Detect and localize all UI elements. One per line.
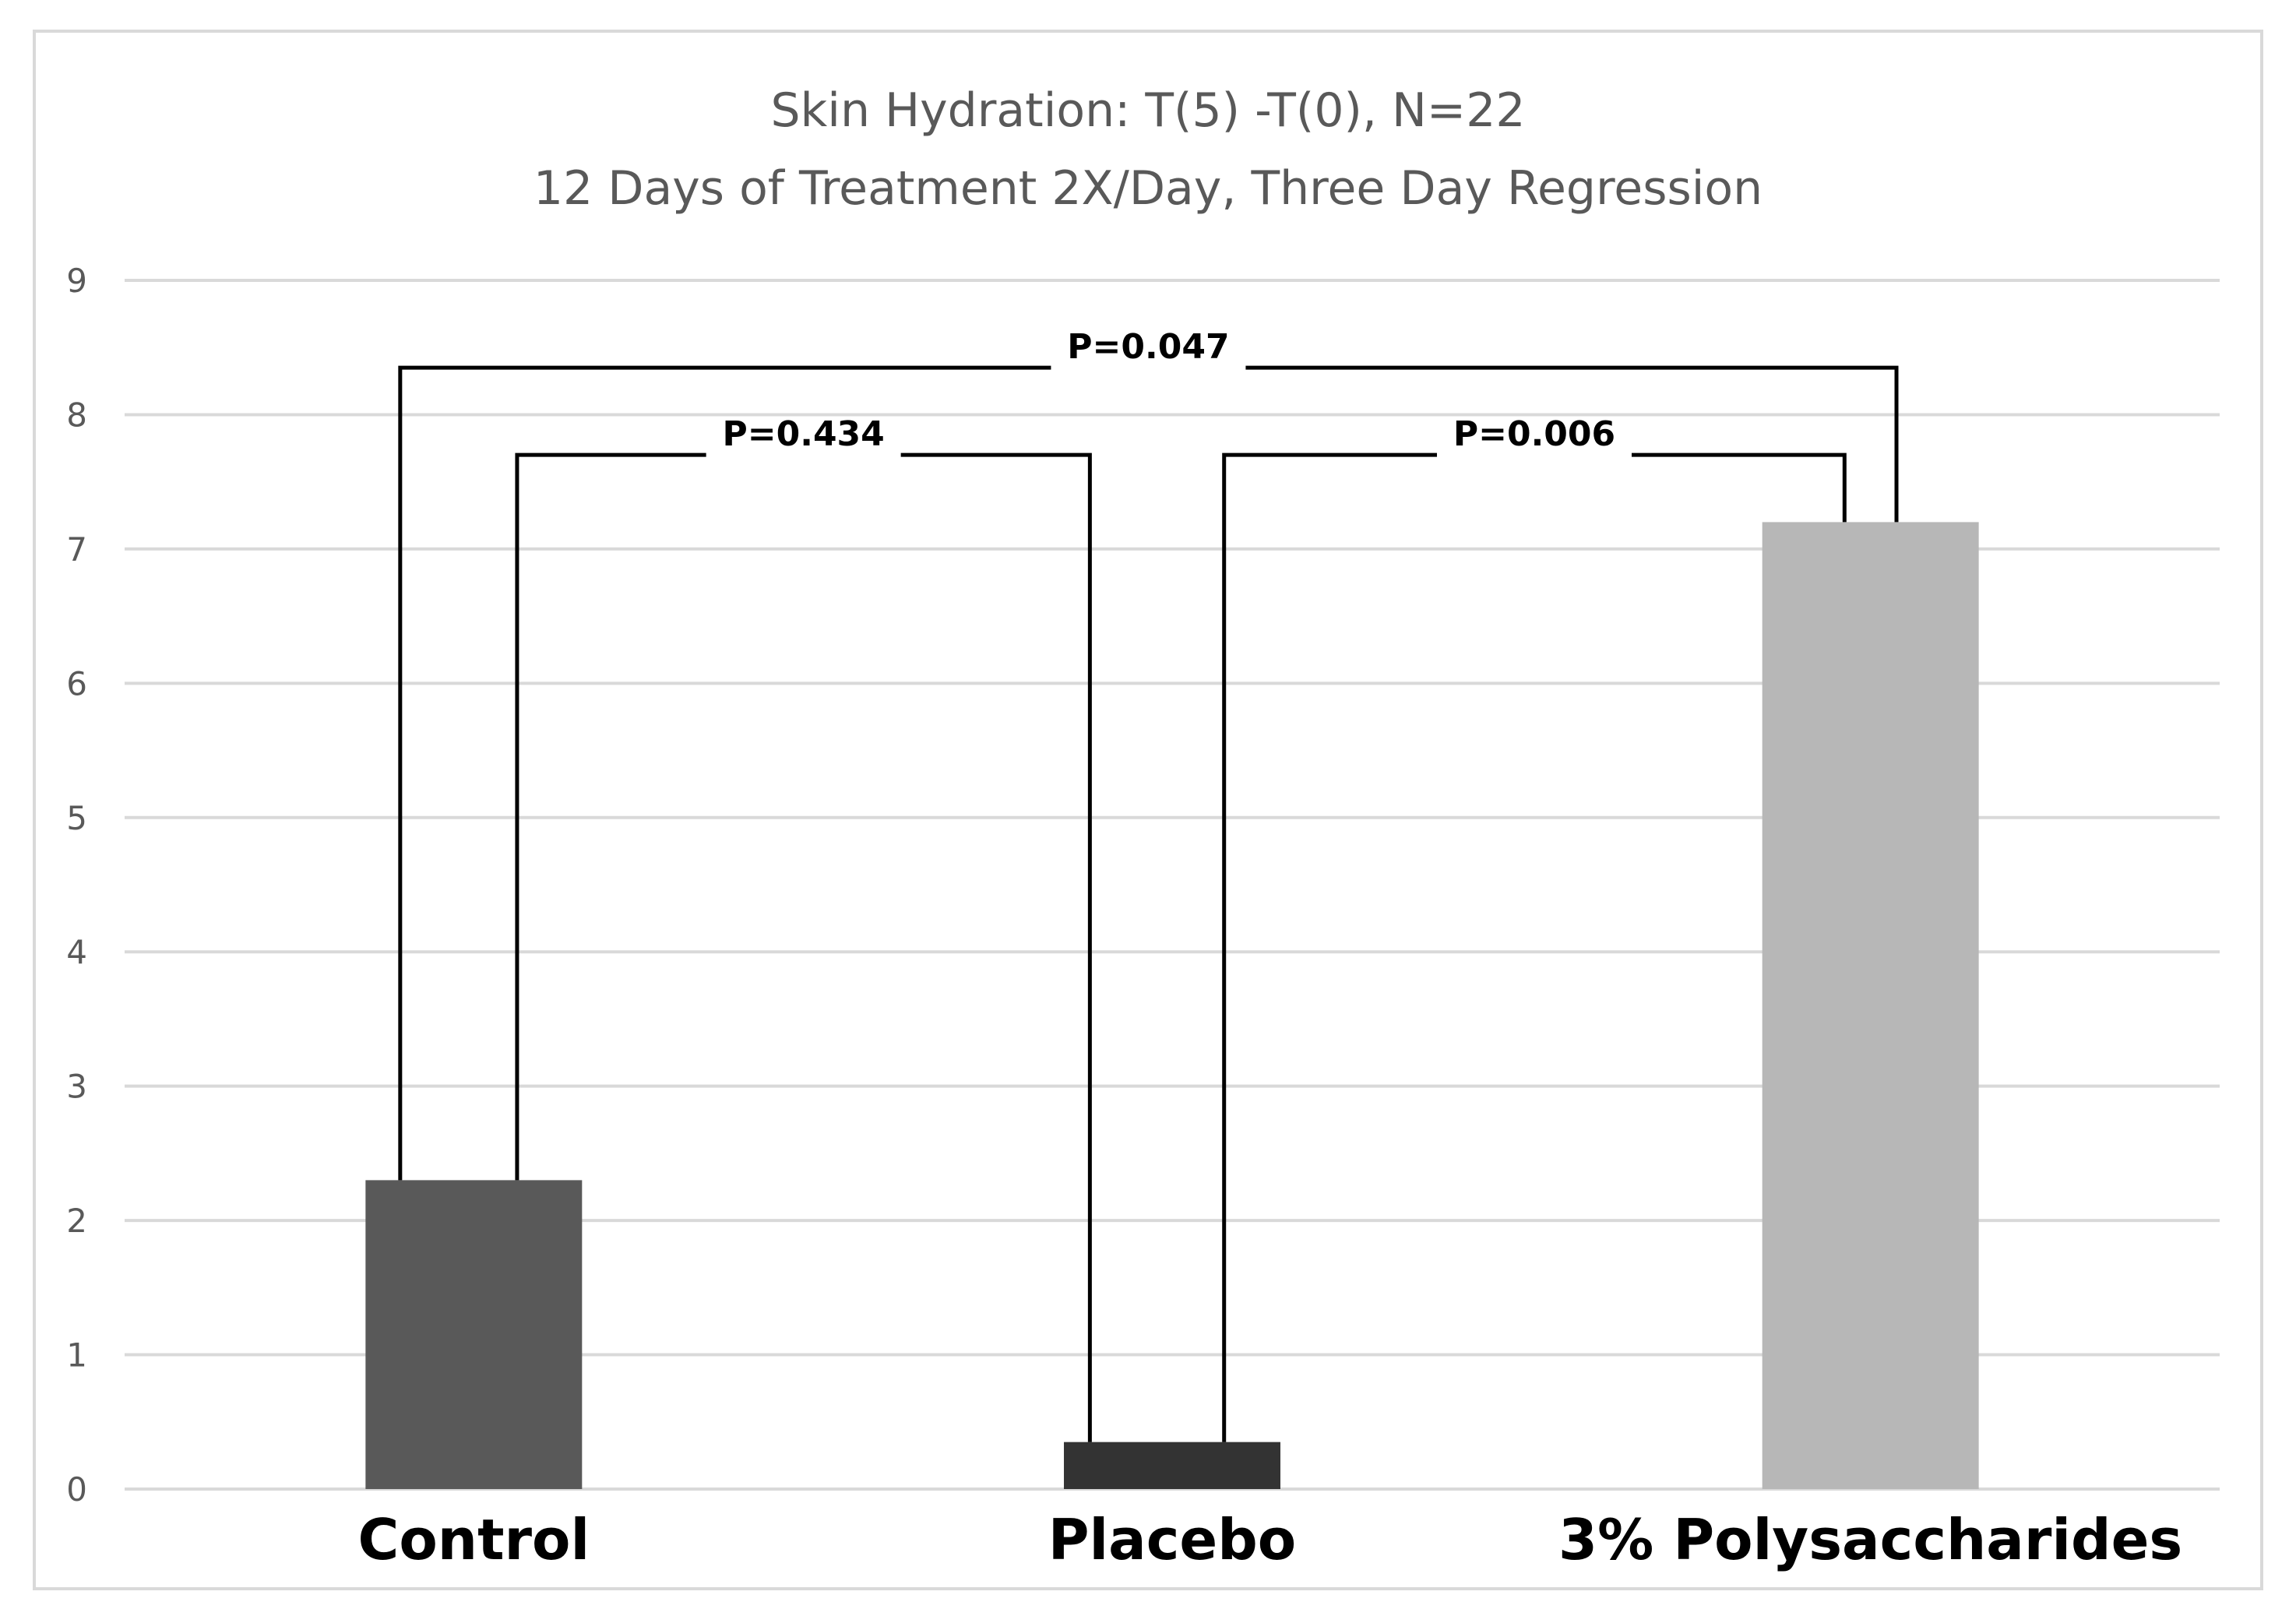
chart-subtitle: 12 Days of Treatment 2X/Day, Three Day R… (534, 161, 1762, 216)
y-tick-label: 2 (66, 1202, 87, 1240)
y-tick-label: 8 (66, 396, 87, 434)
bracket-line (1632, 452, 1847, 523)
bracket-line (398, 365, 1051, 1181)
y-tick-label: 9 (66, 262, 87, 300)
y-tick-label: 4 (66, 933, 87, 971)
bar (365, 1180, 583, 1489)
bar (1762, 522, 1979, 1489)
y-axis-ticks: 0 1 2 3 4 5 6 7 8 9 (66, 262, 87, 1509)
y-tick-label: 6 (66, 664, 87, 702)
bar (1064, 1442, 1280, 1489)
x-axis-categories: Control Placebo 3% Polysaccharides (358, 1507, 2183, 1572)
y-tick-label: 1 (66, 1336, 87, 1375)
bracket-line (900, 452, 1092, 1442)
bracket-line (1222, 452, 1438, 1442)
bracket-line (515, 452, 706, 1181)
y-tick-label: 5 (66, 799, 87, 837)
y-tick-label: 0 (66, 1470, 87, 1509)
x-category-label: Placebo (1048, 1507, 1297, 1572)
bars (365, 522, 1979, 1489)
p-value-label: P=0.434 (723, 414, 885, 454)
x-category-label: Control (358, 1507, 590, 1572)
y-tick-label: 7 (66, 530, 87, 569)
x-category-label: 3% Polysaccharides (1558, 1507, 2182, 1572)
p-value-label: P=0.006 (1453, 414, 1615, 454)
y-tick-label: 3 (66, 1068, 87, 1106)
chart-title: Skin Hydration: T(5) -T(0), N=22 (770, 83, 1525, 138)
p-value-label: P=0.047 (1067, 327, 1229, 367)
significance-brackets: P=0.047 P=0.434 P=0.006 (398, 327, 1899, 1442)
bracket-line (1245, 365, 1899, 523)
